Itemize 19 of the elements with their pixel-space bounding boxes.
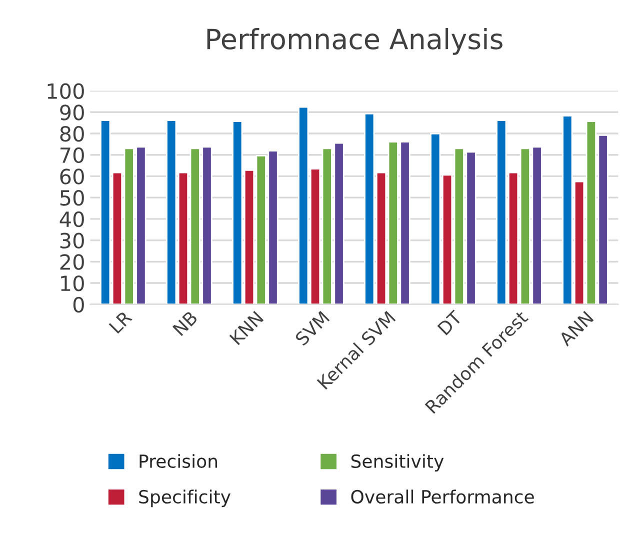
y-tick-label: 60 — [60, 168, 84, 184]
y-tick-label: 70 — [60, 147, 84, 164]
y-tick-label: 30 — [60, 232, 84, 249]
legend-label: Overall Performance — [351, 490, 534, 504]
y-tick-label: 90 — [60, 104, 84, 120]
legend-label: Sensitivity — [351, 454, 444, 472]
legend-label: Precision — [140, 454, 218, 468]
x-tick-label: NB — [172, 310, 198, 336]
y-tick-label: 20 — [60, 254, 84, 270]
x-tick-label: DT — [437, 310, 463, 336]
y-tick-label: 40 — [60, 211, 84, 228]
legend-label: Specificity — [139, 490, 231, 508]
x-tick-label: LR — [108, 310, 132, 334]
y-tick-label: 10 — [61, 275, 84, 292]
y-tick-label: 80 — [60, 126, 84, 142]
y-tick-label: 100 — [48, 83, 84, 99]
y-tick-label: 50 — [60, 190, 84, 206]
y-tick-label: 0 — [73, 296, 84, 313]
chart-title: Perfromnace Analysis — [207, 28, 502, 55]
